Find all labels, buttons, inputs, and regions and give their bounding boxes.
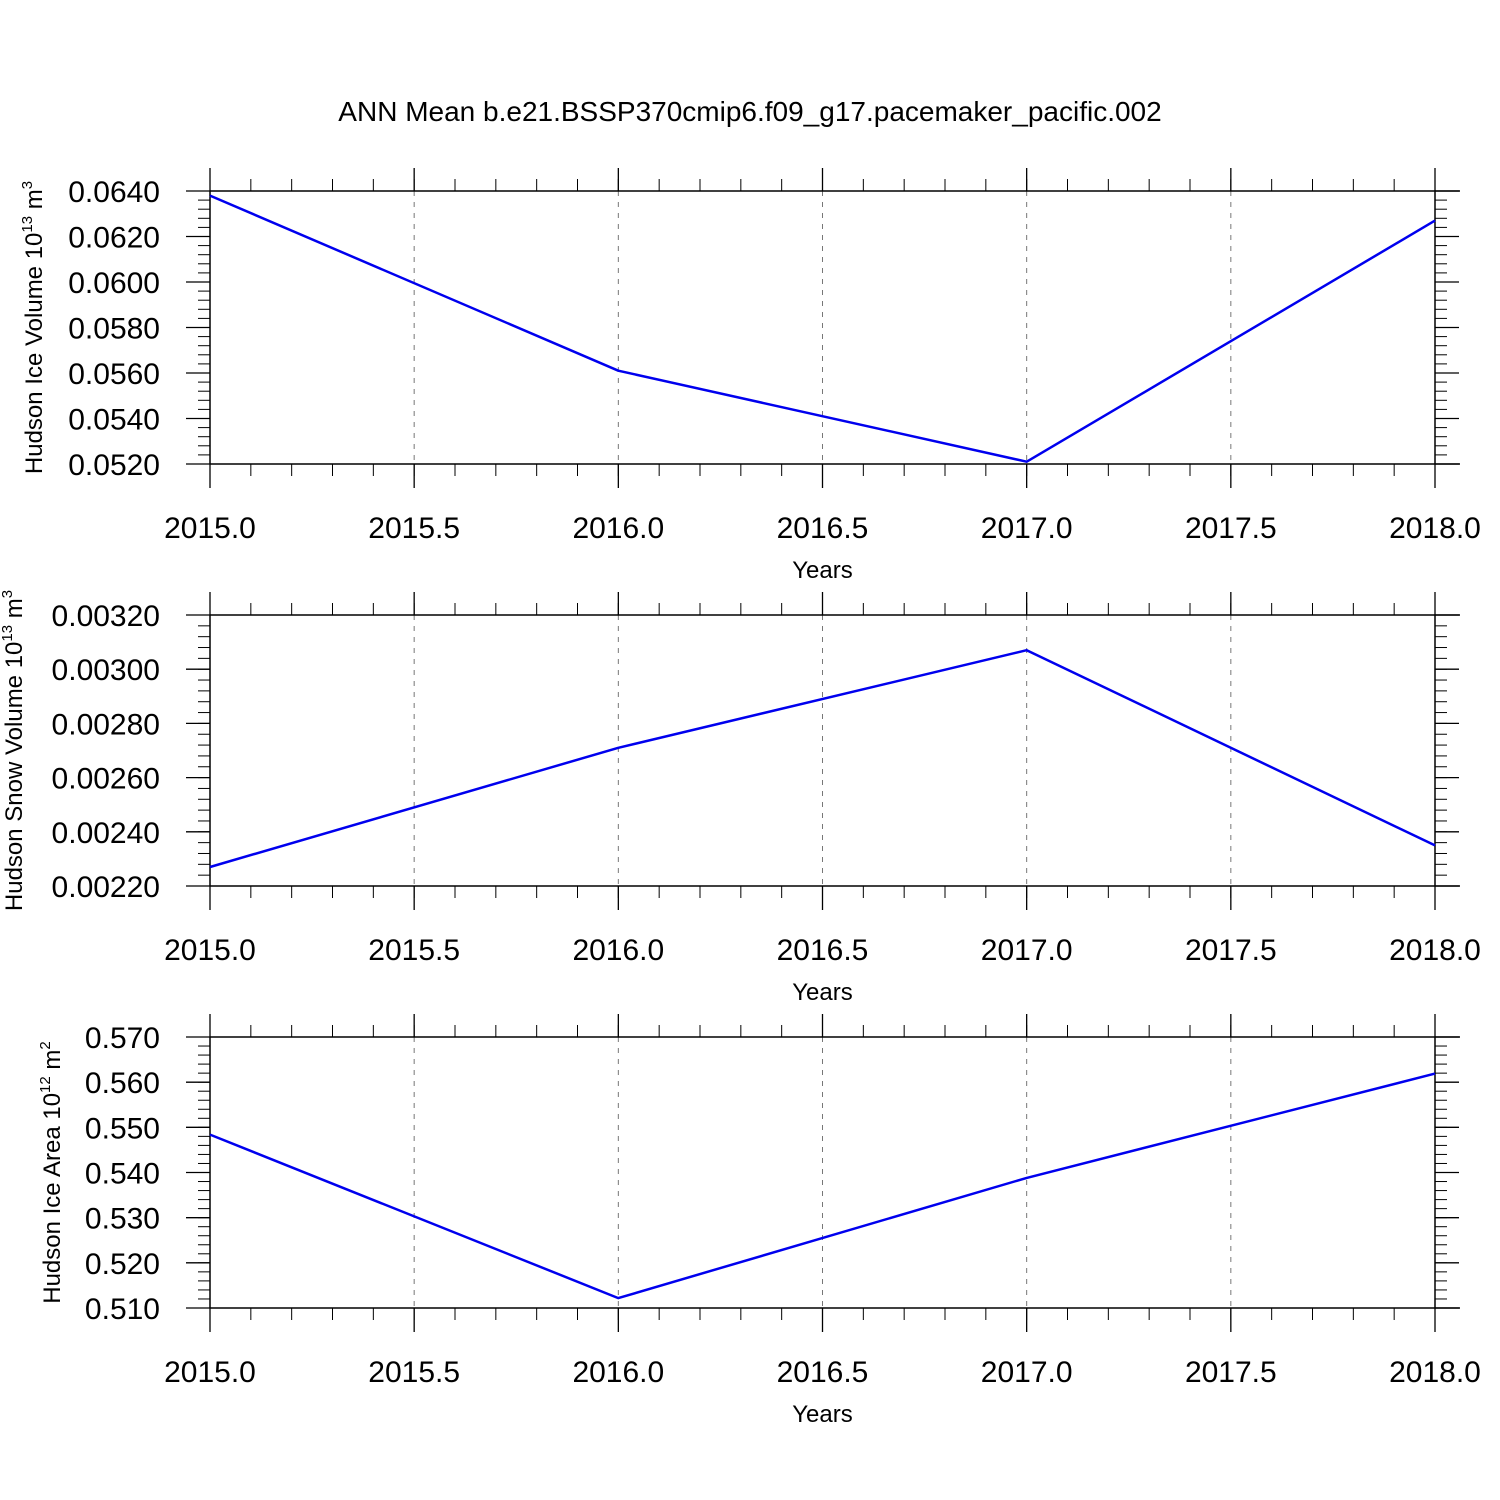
y-tick-label: 0.00240: [52, 817, 160, 850]
y-tick-label: 0.0620: [68, 222, 160, 255]
panel-1: 2015.0 2015.5 2016.0 2016.5 2017.0 2017.5 2018…: [19, 168, 1481, 584]
x-tick-label: 2015.0: [164, 512, 256, 545]
y-axis-title-exponent: 13: [0, 625, 16, 642]
y-axis-title-unit-exponent: 2: [37, 1041, 54, 1049]
y-tick-label: 0.510: [85, 1293, 160, 1326]
x-tick-label: 2015.5: [368, 934, 460, 967]
x-tick-label: 2015.0: [164, 934, 256, 967]
x-tick-label: 2015.5: [368, 1356, 460, 1389]
y-tick-label: 0.00220: [52, 871, 160, 904]
y-tick-label: 0.0520: [68, 449, 160, 482]
x-tick-label: 2018.0: [1389, 934, 1481, 967]
y-tick-label: 0.0540: [68, 404, 160, 437]
x-tick-label: 2017.5: [1185, 1356, 1277, 1389]
x-tick-label: 2016.0: [572, 934, 664, 967]
y-tick-label: 0.520: [85, 1248, 160, 1281]
series-line: [209, 648, 1436, 869]
y-tick-label: 0.00320: [52, 600, 160, 633]
x-tick-label: 2015.0: [164, 1356, 256, 1389]
x-tick-label: 2017.5: [1185, 934, 1277, 967]
x-tick-label: 2018.0: [1389, 1356, 1481, 1389]
y-axis-title-unit: m: [1, 598, 28, 625]
y-axis-title-unit: m: [39, 1050, 66, 1077]
y-tick-label: 0.0580: [68, 313, 160, 346]
y-tick-label: 0.0640: [68, 176, 160, 209]
x-axis-title: Years: [792, 1401, 853, 1428]
y-tick-label: 0.540: [85, 1158, 160, 1191]
y-axis-title-text: Hudson Snow Volume 10: [1, 642, 28, 912]
x-tick-label: 2015.5: [368, 512, 460, 545]
y-axis-title: Hudson Snow Volume 1013 m3: [0, 590, 28, 911]
y-axis-title-unit-exponent: 3: [0, 590, 16, 598]
y-axis-title-text: Hudson Ice Area 10: [39, 1093, 66, 1304]
x-tick-label: 2017.0: [981, 512, 1073, 545]
y-tick-label: 0.560: [85, 1067, 160, 1100]
x-tick-label: 2017.5: [1185, 512, 1277, 545]
x-axis-title: Years: [792, 979, 853, 1006]
series-line: [209, 1072, 1436, 1300]
y-tick-label: 0.0600: [68, 267, 160, 300]
x-tick-label: 2016.5: [777, 512, 869, 545]
x-tick-label: 2017.0: [981, 1356, 1073, 1389]
y-axis-title: Hudson Ice Area 1012 m2: [37, 1041, 66, 1304]
y-tick-label: 0.00280: [52, 708, 160, 741]
panels: 2015.0 2015.5 2016.0 2016.5 2017.0 2017.5 2018…: [0, 168, 1481, 1428]
y-tick-label: 0.0560: [68, 358, 160, 391]
x-tick-label: 2018.0: [1389, 512, 1481, 545]
x-axis-title: Years: [792, 557, 853, 584]
x-tick-label: 2016.0: [572, 1356, 664, 1389]
panel-3: 2015.0 2015.5 2016.0 2016.5 2017.0 2017.5 2018…: [37, 1014, 1481, 1428]
x-tick-label: 2017.0: [981, 934, 1073, 967]
y-axis-title-exponent: 13: [19, 216, 36, 233]
y-tick-label: 0.00260: [52, 763, 160, 796]
y-axis-title: Hudson Ice Volume 1013 m3: [19, 181, 48, 474]
panel-2: 2015.0 2015.5 2016.0 2016.5 2017.0 2017.5 2018…: [0, 590, 1481, 1006]
chart-title: ANN Mean b.e21.BSSP370cmip6.f09_g17.pace…: [338, 96, 1161, 127]
x-tick-label: 2016.5: [777, 1356, 869, 1389]
y-axis-title-exponent: 12: [37, 1076, 54, 1093]
y-tick-label: 0.550: [85, 1112, 160, 1145]
y-tick-label: 0.530: [85, 1203, 160, 1236]
y-axis-title-unit-exponent: 3: [19, 181, 36, 189]
y-axis-title-text: Hudson Ice Volume 10: [21, 233, 48, 475]
x-tick-label: 2016.0: [572, 512, 664, 545]
series-line: [209, 194, 1436, 463]
y-tick-label: 0.00300: [52, 654, 160, 687]
y-axis-title-unit: m: [21, 189, 48, 216]
x-tick-label: 2016.5: [777, 934, 869, 967]
y-tick-label: 0.570: [85, 1022, 160, 1055]
